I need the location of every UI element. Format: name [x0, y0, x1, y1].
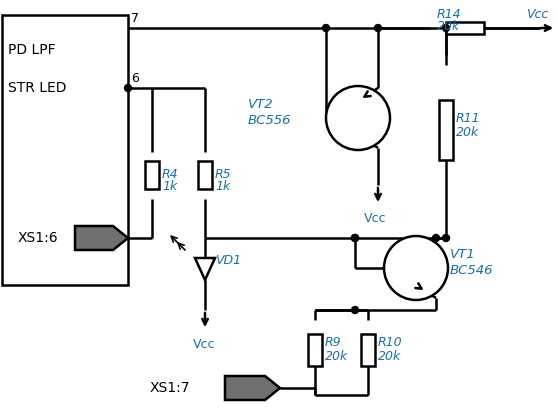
Bar: [308, 334, 322, 366]
Circle shape: [442, 25, 450, 31]
Circle shape: [352, 306, 358, 314]
Bar: [145, 161, 159, 189]
Text: Vcc: Vcc: [193, 339, 215, 352]
Text: 1k: 1k: [215, 181, 230, 194]
Bar: [446, 22, 484, 34]
Circle shape: [384, 236, 448, 300]
Text: R10: R10: [378, 336, 403, 349]
Circle shape: [326, 86, 390, 150]
Text: R9: R9: [325, 336, 341, 349]
Circle shape: [352, 234, 358, 242]
Text: BC546: BC546: [450, 263, 493, 276]
Text: 7: 7: [131, 13, 139, 25]
Text: Vcc: Vcc: [526, 8, 549, 21]
Text: PD LPF: PD LPF: [8, 43, 56, 57]
Text: VD1: VD1: [215, 253, 241, 267]
Circle shape: [374, 25, 382, 31]
Circle shape: [124, 84, 132, 92]
Circle shape: [352, 234, 358, 242]
Text: 20k: 20k: [378, 349, 401, 362]
Text: XS1:6: XS1:6: [18, 231, 59, 245]
Circle shape: [432, 234, 440, 242]
Text: 20k: 20k: [437, 20, 460, 33]
Text: R4: R4: [162, 168, 179, 181]
Text: VT1: VT1: [450, 248, 475, 262]
Text: 1k: 1k: [162, 181, 177, 194]
Text: R14: R14: [437, 8, 461, 21]
Polygon shape: [75, 226, 128, 250]
Text: 20k: 20k: [325, 349, 348, 362]
Text: R11: R11: [456, 112, 480, 125]
Bar: [439, 100, 453, 160]
Text: XS1:7: XS1:7: [150, 381, 190, 395]
Text: BC556: BC556: [248, 114, 291, 127]
Text: 20k: 20k: [456, 125, 479, 138]
Bar: [361, 334, 375, 366]
Circle shape: [323, 25, 330, 31]
Bar: [2, 15, 128, 285]
Bar: [198, 161, 212, 189]
Circle shape: [442, 234, 450, 242]
Text: Vcc: Vcc: [364, 212, 387, 224]
Text: 6: 6: [131, 72, 139, 86]
Text: R5: R5: [215, 168, 232, 181]
Polygon shape: [225, 376, 280, 400]
Polygon shape: [195, 258, 215, 280]
Text: STR LED: STR LED: [8, 81, 66, 95]
Text: VT2: VT2: [248, 99, 273, 112]
